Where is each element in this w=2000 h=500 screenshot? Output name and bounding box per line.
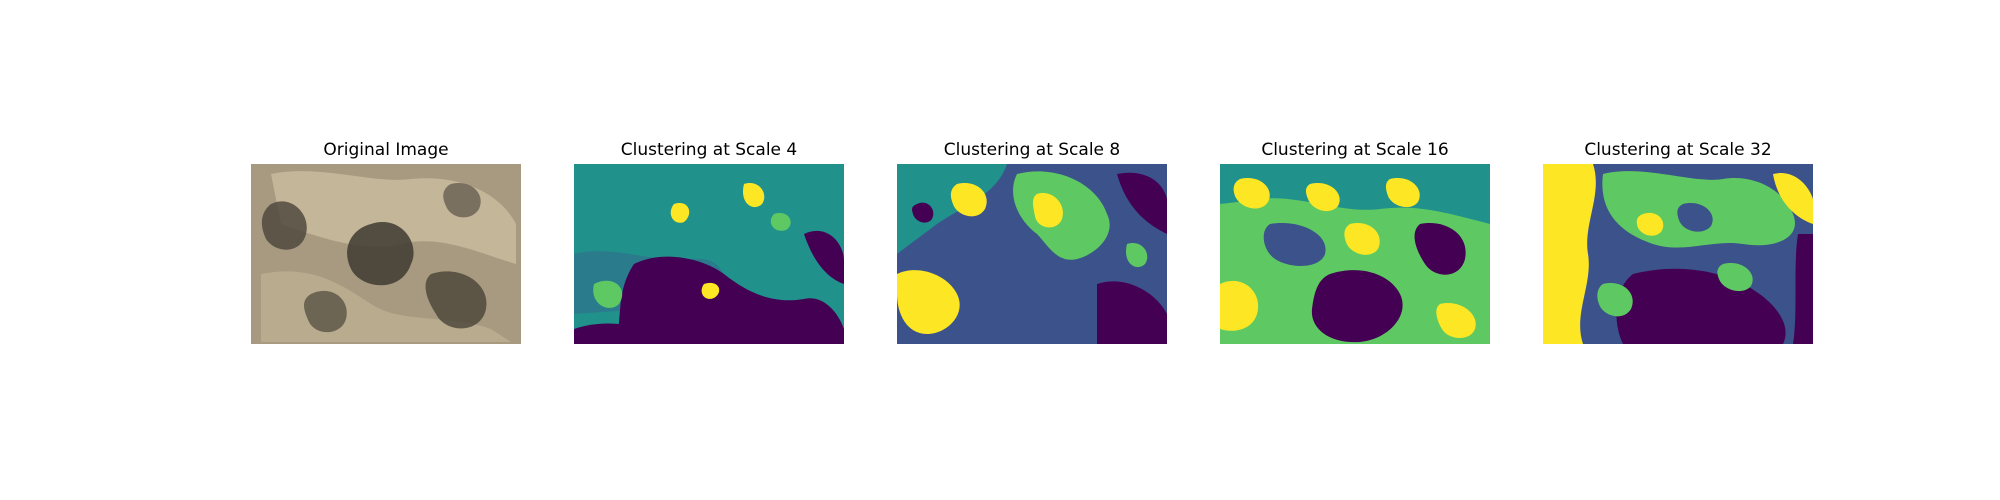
photo-shadow [347, 222, 414, 286]
panel-title: Clustering at Scale 4 [620, 140, 798, 160]
cluster-region [1117, 172, 1167, 234]
cluster-region [1543, 164, 1596, 344]
cluster-region [1220, 280, 1259, 331]
cluster-region [743, 183, 765, 208]
cluster-region [897, 164, 1007, 254]
panel-title: Clustering at Scale 16 [1261, 140, 1449, 160]
cluster-map-scale-8 [897, 164, 1167, 344]
original-photo [251, 164, 521, 344]
cluster-region [701, 282, 720, 299]
cluster-region [1677, 203, 1713, 232]
panel-title: Original Image [323, 140, 449, 160]
panel-title: Clustering at Scale 32 [1584, 140, 1772, 160]
cluster-region [1793, 234, 1813, 344]
cluster-region [670, 203, 690, 223]
cluster-region [1717, 263, 1753, 292]
cluster-region [897, 270, 960, 334]
cluster-region [1344, 223, 1380, 255]
photo-shadow [304, 290, 347, 333]
cluster-region [1263, 223, 1326, 266]
cluster-region [1233, 178, 1270, 209]
cluster-region [1414, 223, 1466, 275]
cluster-region [1220, 164, 1490, 224]
photo-shadow [425, 271, 487, 329]
cluster-region [770, 212, 791, 231]
cluster-region [804, 230, 844, 284]
cluster-region [1311, 270, 1403, 343]
cluster-region [1097, 281, 1167, 344]
cluster-region [1773, 173, 1813, 224]
cluster-region [614, 256, 844, 344]
cluster-region [574, 323, 654, 344]
cluster-region [1597, 283, 1633, 317]
cluster-map-scale-4 [574, 164, 844, 344]
panel-title: Clustering at Scale 8 [943, 140, 1121, 160]
photo-shadow [261, 201, 307, 250]
cluster-map-scale-16 [1220, 164, 1490, 344]
cluster-region [912, 202, 934, 223]
cluster-map-scale-32 [1543, 164, 1813, 344]
cluster-region [950, 183, 987, 217]
cluster-region [1033, 193, 1063, 228]
cluster-region [593, 280, 623, 308]
cluster-region [1385, 178, 1420, 208]
cluster-region [1305, 183, 1340, 212]
cluster-region [1126, 243, 1148, 268]
cluster-region [1436, 303, 1476, 339]
cluster-region [1636, 212, 1664, 236]
photo-shadow [443, 183, 481, 218]
